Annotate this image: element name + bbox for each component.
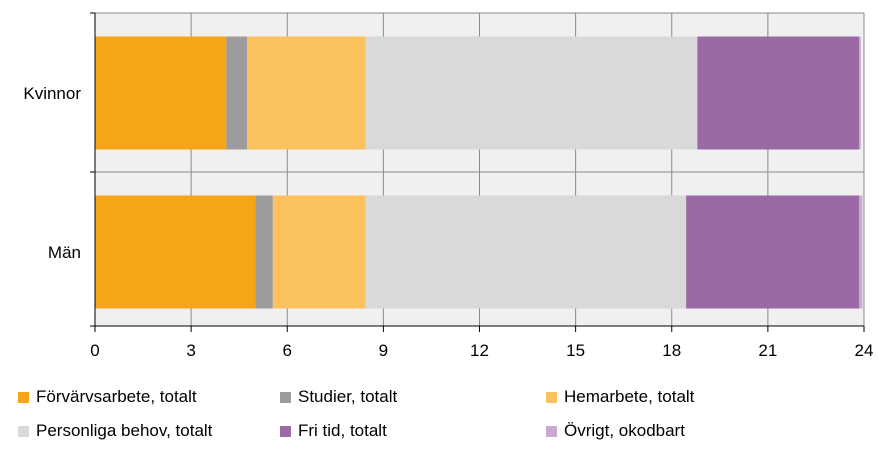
legend-swatch	[546, 391, 557, 403]
x-tick-label: 0	[90, 341, 99, 360]
legend-swatch	[546, 425, 557, 437]
legend-label: Hemarbete, totalt	[564, 387, 695, 406]
x-axis: 0 3 6 9 12 15 18 21 24	[90, 325, 874, 360]
y-axis: Kvinnor Män	[23, 12, 96, 327]
bar-segment	[255, 195, 273, 309]
x-tick-label: 21	[758, 341, 777, 360]
legend-item: Hemarbete, totalt	[546, 387, 694, 407]
legend-swatch	[280, 391, 291, 403]
legend-label: Förvärvsarbete, totalt	[36, 387, 197, 406]
bar-segment	[365, 195, 687, 309]
legend-swatch	[18, 425, 29, 437]
y-tick-label: Män	[48, 243, 81, 262]
legend-label: Personliga behov, totalt	[36, 421, 213, 440]
legend-item: Personliga behov, totalt	[18, 421, 212, 441]
y-tick-label: Kvinnor	[23, 84, 81, 103]
legend-item: Övrigt, okodbart	[546, 421, 685, 441]
bar-segment	[686, 195, 860, 309]
bar-segment	[272, 195, 366, 309]
x-tick-label: 15	[566, 341, 585, 360]
legend-item: Fri tid, totalt	[280, 421, 387, 441]
legend-item: Studier, totalt	[280, 387, 397, 407]
bar-segment	[859, 195, 863, 309]
legend-label: Studier, totalt	[298, 387, 398, 406]
bar-segment	[859, 36, 861, 150]
legend-label: Övrigt, okodbart	[564, 421, 685, 440]
x-tick-label: 24	[855, 341, 874, 360]
x-tick-label: 6	[283, 341, 292, 360]
bars	[95, 36, 863, 309]
legend-swatch	[280, 425, 291, 437]
x-tick-label: 3	[186, 341, 195, 360]
bar-segment	[226, 36, 248, 150]
x-tick-label: 18	[662, 341, 681, 360]
legend-item: Förvärvsarbete, totalt	[18, 387, 197, 407]
bar-segment	[95, 36, 227, 150]
bar-segment	[247, 36, 366, 150]
bar-segment	[95, 195, 256, 309]
legend-swatch	[18, 391, 29, 403]
x-tick-label: 9	[379, 341, 388, 360]
x-tick-label: 12	[470, 341, 489, 360]
bar-segment	[697, 36, 860, 150]
legend-label: Fri tid, totalt	[298, 421, 387, 440]
bar-segment	[365, 36, 698, 150]
